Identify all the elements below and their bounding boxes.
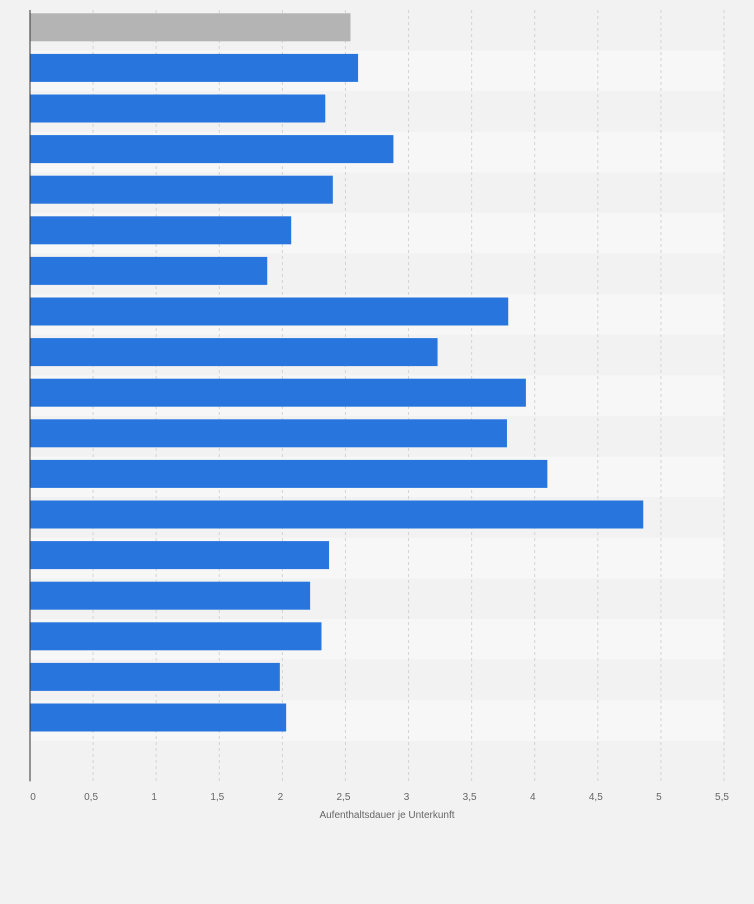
bar[interactable] xyxy=(30,703,287,732)
bar[interactable] xyxy=(30,175,333,204)
x-tick-label: 3,5 xyxy=(463,792,477,803)
bar[interactable] xyxy=(30,94,326,123)
bars xyxy=(30,13,644,732)
x-tick-label: 2 xyxy=(278,792,284,803)
bar[interactable] xyxy=(30,378,526,407)
bar[interactable] xyxy=(30,662,280,691)
x-tick-label: 3 xyxy=(404,792,410,803)
bar[interactable] xyxy=(30,13,351,42)
bar[interactable] xyxy=(30,53,359,82)
bar[interactable] xyxy=(30,541,330,570)
bar[interactable] xyxy=(30,500,644,529)
x-tick-label: 1 xyxy=(151,792,157,803)
x-tick-label: 0 xyxy=(30,792,36,803)
bar[interactable] xyxy=(30,581,311,610)
bar[interactable] xyxy=(30,297,509,326)
x-tick-label: 4 xyxy=(530,792,536,803)
bar[interactable] xyxy=(30,135,394,164)
x-tick-label: 4,5 xyxy=(589,792,603,803)
bar[interactable] xyxy=(30,459,548,488)
bar[interactable] xyxy=(30,622,322,651)
bar[interactable] xyxy=(30,338,438,367)
bar[interactable] xyxy=(30,419,507,448)
x-tick-label: 1,5 xyxy=(210,792,224,803)
row-band xyxy=(30,740,724,782)
x-tick-label: 0,5 xyxy=(84,792,98,803)
x-tick-labels: 0 0,5 1 1,5 2 2,5 3 3,5 4 4,5 5 5,5 xyxy=(30,792,729,803)
bar[interactable] xyxy=(30,256,268,285)
bar[interactable] xyxy=(30,216,292,245)
x-tick-label: 2,5 xyxy=(337,792,351,803)
x-axis-label: Aufenthaltsdauer je Unterkunft xyxy=(319,810,454,821)
x-tick-label: 5 xyxy=(656,792,662,803)
x-tick-label: 5,5 xyxy=(715,792,729,803)
